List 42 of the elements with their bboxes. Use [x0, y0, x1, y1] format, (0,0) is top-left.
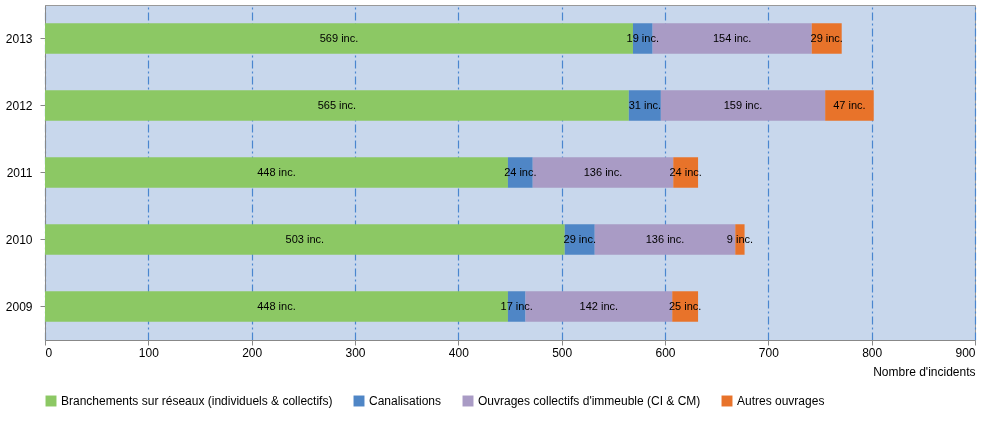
data-label: 142 inc.: [579, 299, 619, 312]
data-label: 565 inc.: [317, 98, 357, 111]
x-tick-label: 200: [242, 345, 263, 360]
data-label: 24 inc.: [504, 165, 537, 178]
y-tick-label: 2013: [5, 31, 33, 46]
x-tick-label: 400: [448, 345, 470, 360]
x-tick-label: 800: [862, 345, 883, 360]
x-tick-label: 900: [955, 345, 976, 360]
x-tick-label: 700: [758, 345, 780, 360]
x-tick-label: 600: [655, 345, 676, 360]
data-label: 448 inc.: [257, 299, 296, 312]
bar: [825, 90, 874, 121]
data-label: 17 inc.: [500, 299, 533, 312]
data-label: 569 inc.: [319, 31, 359, 44]
legend-label: Canalisations: [369, 394, 442, 408]
x-tick-label: 100: [138, 345, 160, 360]
legend-label: Autres ouvrages: [737, 394, 825, 408]
data-label: 154 inc.: [712, 31, 752, 44]
data-label: 29 inc.: [810, 31, 843, 44]
data-label: 448 inc.: [257, 165, 296, 178]
data-label: 159 inc.: [723, 98, 763, 111]
legend-label: Branchements sur réseaux (individuels & collectifs): [61, 394, 333, 408]
data-label: 503 inc.: [285, 232, 325, 245]
data-label: 136 inc.: [645, 232, 685, 245]
bar: [660, 90, 826, 121]
x-tick-label: 0: [45, 345, 53, 360]
legend-label: Ouvrages collectifs d'immeuble (CI & CM): [478, 394, 701, 408]
y-tick-label: 2012: [5, 98, 33, 113]
bar: [45, 90, 629, 121]
x-tick-label: 500: [552, 345, 573, 360]
data-label: 31 inc.: [628, 98, 662, 111]
data-label: 136 inc.: [583, 165, 623, 178]
data-label: 29 inc.: [563, 232, 596, 245]
y-tick-label: 2010: [5, 232, 33, 247]
data-label: 47 inc.: [833, 98, 866, 111]
y-tick-label: 2011: [6, 165, 33, 180]
data-label: 19 inc.: [626, 31, 659, 44]
y-tick-label: 2009: [5, 299, 33, 314]
bar: [45, 224, 565, 255]
bar: [594, 224, 736, 255]
x-axis-title: Nombre d'incidents: [873, 364, 976, 379]
x-tick-label: 300: [345, 345, 366, 360]
